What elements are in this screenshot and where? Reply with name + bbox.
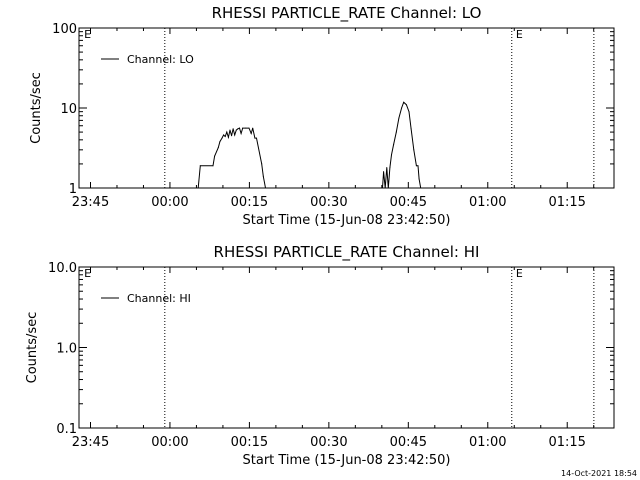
- data-point: [232, 128, 234, 130]
- chart-title: RHESSI PARTICLE_RATE Channel: HI: [214, 243, 480, 262]
- y-tick-label: 1: [69, 182, 77, 197]
- data-point: [386, 167, 388, 169]
- data-point: [223, 134, 225, 136]
- x-axis-label: Start Time (15-Jun-08 23:42:50): [243, 453, 451, 468]
- chart-panel-lo: RHESSI PARTICLE_RATE Channel: LO E E 23:45 0…: [29, 4, 615, 228]
- data-point: [219, 141, 221, 143]
- data-point: [221, 137, 223, 139]
- plot-frame: [78, 27, 615, 189]
- legend-entry: Channel: LO: [127, 53, 194, 66]
- y-tick-label: 10: [60, 102, 77, 117]
- plot-timestamp: 14-Oct-2021 18:54: [561, 469, 637, 478]
- data-point: [262, 175, 264, 177]
- y-tick-label: 1.0: [56, 342, 77, 357]
- data-point: [391, 154, 393, 156]
- event-marker: E: [84, 267, 91, 280]
- x-tick-label: 01:00: [469, 195, 506, 210]
- data-point: [398, 117, 400, 119]
- data-point: [255, 137, 257, 139]
- data-point: [408, 111, 410, 113]
- data-point: [250, 133, 252, 135]
- y-tick-label: 10.0: [48, 261, 77, 276]
- x-tick-label: 01:15: [548, 435, 585, 450]
- data-point: [245, 127, 247, 129]
- data-point: [231, 135, 233, 137]
- x-tick-label: 00:45: [390, 195, 427, 210]
- x-tick-label: 00:45: [390, 435, 427, 450]
- data-point: [383, 171, 385, 173]
- data-point: [420, 187, 422, 189]
- data-point: [395, 131, 397, 133]
- chart-panel-hi: RHESSI PARTICLE_RATE Channel: HIE E23:45 0…: [25, 243, 615, 468]
- series-line: [197, 101, 422, 189]
- data-point: [417, 165, 419, 167]
- data-point: [261, 163, 263, 165]
- data-point: [384, 187, 386, 189]
- legend-entry: Channel: HI: [127, 292, 191, 305]
- data-point: [242, 127, 244, 129]
- x-tick-label: 00:30: [310, 195, 347, 210]
- x-tick-label: 00:15: [231, 195, 268, 210]
- data-point: [401, 107, 403, 109]
- x-tick-label: 00:00: [151, 195, 188, 210]
- data-point: [229, 129, 231, 131]
- data-point: [403, 101, 405, 103]
- data-point: [224, 136, 226, 138]
- x-tick-label: 01:00: [469, 435, 506, 450]
- data-point: [240, 133, 242, 135]
- data-point: [226, 131, 228, 133]
- data-point: [234, 134, 236, 136]
- data-point: [410, 128, 412, 130]
- data-point: [239, 127, 240, 129]
- x-tick-label: 23:45: [72, 195, 109, 210]
- y-axis-label: Counts/sec: [25, 312, 40, 384]
- data-point: [254, 137, 256, 139]
- data-point: [418, 178, 420, 180]
- y-axis-label: Counts/sec: [29, 72, 44, 144]
- data-point: [264, 187, 266, 189]
- data-point: [415, 165, 417, 167]
- data-point: [382, 187, 384, 189]
- data-point: [405, 104, 407, 106]
- event-marker: E: [84, 28, 91, 41]
- x-tick-label: 01:15: [548, 195, 585, 210]
- data-point: [199, 165, 201, 167]
- data-point: [393, 143, 395, 145]
- data-point: [387, 187, 389, 189]
- data-point: [237, 128, 239, 130]
- event-marker: E: [516, 28, 523, 41]
- data-point: [197, 187, 199, 189]
- event-marker: E: [516, 267, 523, 280]
- data-point: [252, 127, 254, 129]
- x-tick-label: 23:45: [72, 435, 109, 450]
- y-tick-label: 100: [52, 22, 77, 37]
- data-point: [227, 136, 229, 138]
- data-point: [217, 147, 219, 149]
- chart-title: RHESSI PARTICLE_RATE Channel: LO: [212, 4, 482, 23]
- x-axis-label: Start Time (15-Jun-08 23:42:50): [243, 213, 451, 228]
- data-point: [389, 167, 391, 169]
- x-tick-label: 00:15: [231, 435, 268, 450]
- y-tick-label: 0.1: [56, 422, 77, 437]
- x-tick-label: 00:00: [151, 435, 188, 450]
- data-point: [214, 155, 216, 157]
- data-point: [248, 127, 250, 129]
- x-tick-label: 00:30: [310, 435, 347, 450]
- data-point: [212, 165, 214, 167]
- data-point: [235, 129, 237, 131]
- data-point: [413, 149, 415, 151]
